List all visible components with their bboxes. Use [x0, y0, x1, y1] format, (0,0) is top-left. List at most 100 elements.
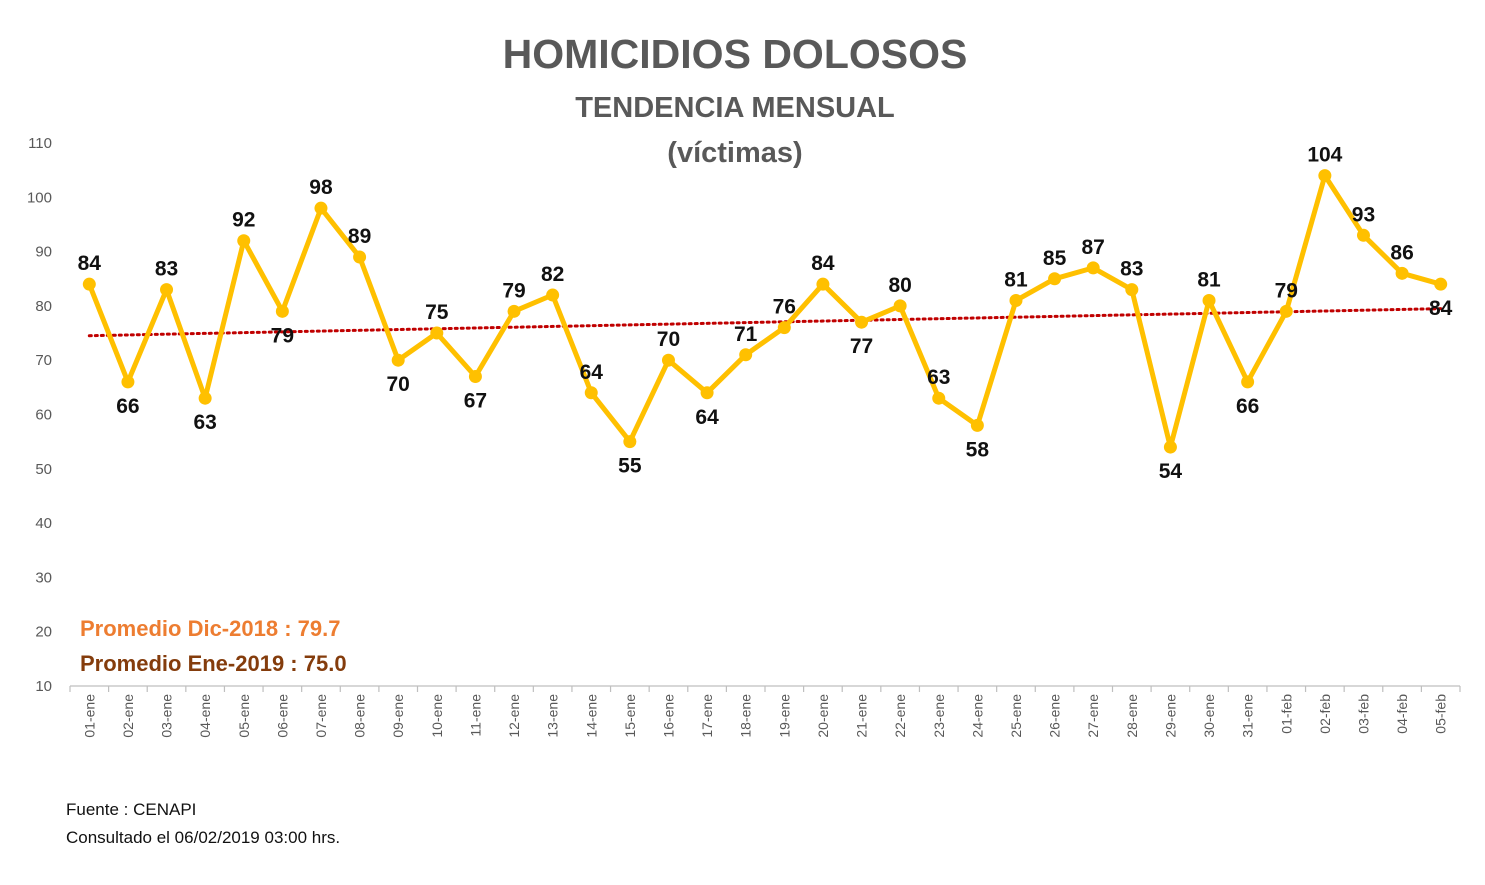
y-tick-label: 30 — [35, 569, 52, 586]
data-label: 82 — [541, 263, 564, 286]
data-label: 84 — [78, 252, 102, 275]
data-point — [353, 250, 367, 264]
data-point — [1279, 304, 1293, 318]
data-point — [584, 386, 598, 400]
data-label: 76 — [773, 296, 796, 319]
data-point — [198, 391, 212, 405]
source-text: Fuente : CENAPI — [66, 800, 197, 819]
y-tick-label: 60 — [35, 407, 52, 424]
data-point — [1048, 272, 1062, 286]
data-point — [275, 304, 289, 318]
data-label: 81 — [1197, 268, 1221, 291]
x-tick-label: 29-ene — [1162, 694, 1178, 738]
data-label: 79 — [271, 324, 294, 347]
x-tick-label: 25-ene — [1008, 694, 1024, 738]
data-point — [1395, 266, 1409, 280]
data-point — [121, 375, 135, 389]
x-tick-label: 06-ene — [274, 694, 290, 738]
y-tick-label: 20 — [35, 624, 52, 641]
y-tick-label: 80 — [35, 298, 52, 315]
chart-subtitle-1: TENDENCIA MENSUAL — [575, 92, 895, 124]
x-tick-label: 28-ene — [1124, 694, 1140, 738]
x-tick-label: 27-ene — [1085, 694, 1101, 738]
y-tick-label: 50 — [35, 461, 52, 478]
x-tick-label: 05-feb — [1433, 694, 1449, 734]
data-point — [1163, 440, 1177, 454]
data-label: 79 — [502, 279, 525, 302]
data-label: 77 — [850, 335, 873, 358]
data-point — [468, 369, 482, 383]
data-label: 63 — [927, 366, 950, 389]
trendline — [87, 307, 1443, 338]
data-point — [1356, 228, 1370, 242]
trendline-layer — [87, 307, 1443, 338]
data-label: 70 — [387, 373, 410, 396]
avg-dec-note: Promedio Dic-2018 : 79.7 — [80, 616, 341, 641]
series-line — [86, 173, 1442, 450]
data-point — [507, 304, 521, 318]
x-tick-label: 09-ene — [390, 694, 406, 738]
data-label: 80 — [888, 274, 911, 297]
x-axis-labels: 01-ene 02-ene 03-ene 04-ene 05-ene 06-ene 07-e… — [81, 694, 1448, 738]
data-label: 75 — [425, 301, 449, 324]
chart-subtitle-2: (víctimas) — [667, 137, 802, 169]
data-point — [1086, 261, 1100, 275]
x-tick-label: 18-ene — [738, 694, 754, 738]
data-label: 63 — [193, 411, 216, 434]
x-tick-label: 03-feb — [1355, 694, 1371, 734]
data-point — [1125, 283, 1139, 297]
data-label: 64 — [695, 406, 719, 429]
data-label: 55 — [618, 455, 642, 478]
data-point — [661, 353, 675, 367]
x-tick-label: 23-ene — [931, 694, 947, 738]
data-label: 71 — [734, 323, 758, 346]
data-label: 84 — [1429, 297, 1453, 320]
x-axis-ticks — [69, 686, 1461, 692]
data-labels-layer: 84 66 83 63 92 79 98 89 70 75 67 79 82 64 55 70 64 71 76 84… — [78, 144, 1453, 483]
data-point — [623, 435, 637, 449]
data-label: 98 — [309, 176, 333, 199]
data-label: 93 — [1352, 203, 1375, 226]
x-tick-label: 01-feb — [1278, 694, 1294, 734]
x-tick-label: 04-feb — [1394, 694, 1410, 734]
y-tick-label: 40 — [35, 515, 52, 532]
x-tick-label: 08-ene — [352, 694, 368, 738]
x-tick-label: 11-ene — [467, 694, 483, 737]
consulted-text: Consultado el 06/02/2019 03:00 hrs. — [66, 828, 341, 847]
x-tick-label: 05-ene — [236, 694, 252, 738]
x-tick-label: 17-ene — [699, 694, 715, 738]
data-point — [160, 283, 174, 297]
x-tick-label: 12-ene — [506, 694, 522, 738]
y-tick-label: 90 — [35, 244, 52, 261]
data-point — [1202, 293, 1216, 307]
x-tick-label: 21-ene — [854, 694, 870, 738]
y-tick-label: 100 — [27, 189, 52, 206]
data-point — [1434, 277, 1448, 291]
y-tick-label: 110 — [28, 135, 52, 152]
data-point — [546, 288, 560, 302]
avg-jan-note: Promedio Ene-2019 : 75.0 — [80, 651, 347, 676]
y-tick-label: 10 — [35, 678, 52, 695]
x-tick-label: 26-ene — [1047, 694, 1063, 738]
data-label: 70 — [657, 328, 680, 351]
x-tick-label: 31-ene — [1240, 694, 1256, 738]
x-tick-label: 03-ene — [159, 694, 175, 738]
data-label: 66 — [116, 395, 139, 418]
data-point — [970, 418, 984, 432]
data-point — [932, 391, 946, 405]
data-point — [855, 315, 869, 329]
data-point — [1318, 169, 1332, 183]
data-label: 84 — [811, 252, 835, 275]
chart-title: HOMICIDIOS DOLOSOS — [503, 31, 968, 77]
x-tick-label: 15-ene — [622, 694, 638, 738]
y-axis-ticks: 10 20 30 40 50 60 70 80 90 100 110 — [27, 135, 52, 695]
data-point — [391, 353, 405, 367]
series-layer — [82, 169, 1448, 454]
x-tick-label: 16-ene — [660, 694, 676, 738]
data-point — [816, 277, 830, 291]
data-point — [237, 234, 251, 248]
data-label: 83 — [155, 258, 178, 281]
data-point — [700, 386, 714, 400]
data-point — [893, 299, 907, 313]
